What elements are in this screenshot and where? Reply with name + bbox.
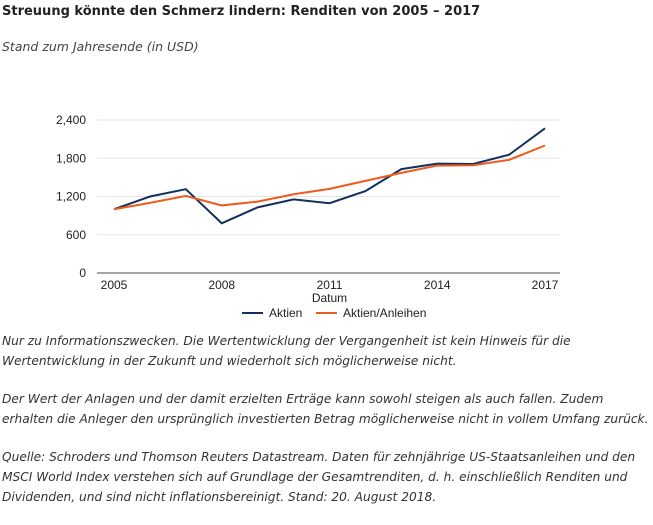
x-axis-label: Datum — [312, 291, 347, 305]
x-tick-label: 2005 — [101, 278, 128, 292]
x-tick-label: 2008 — [208, 278, 235, 292]
y-tick-label: 1,200 — [56, 190, 86, 204]
legend-label: Aktien/Anleihen — [343, 306, 426, 320]
series-line-aktien-anleihen — [114, 146, 545, 210]
y-tick-label: 1,800 — [56, 151, 86, 165]
series-line-aktien — [114, 128, 545, 223]
legend-label: Aktien — [269, 306, 302, 320]
disclaimer-note: Nur zu Informationszwecken. Die Wertentw… — [2, 331, 652, 371]
y-tick-label: 2,400 — [56, 113, 86, 127]
y-tick-label: 0 — [79, 266, 86, 280]
x-tick-label: 2017 — [532, 278, 559, 292]
x-tick-label: 2011 — [317, 278, 343, 292]
notes: Nur zu Informationszwecken. Die Wertentw… — [2, 331, 652, 525]
source-note: Quelle: Schroders und Thomson Reuters Da… — [2, 447, 652, 507]
x-tick-label: 2014 — [424, 278, 451, 292]
line-chart: 0 600 1,200 1,800 2,400 2005 2008 2011 2014 2017 D… — [0, 0, 653, 330]
y-tick-label: 600 — [66, 228, 86, 242]
risk-note: Der Wert der Anlagen und der damit erzie… — [2, 389, 652, 429]
